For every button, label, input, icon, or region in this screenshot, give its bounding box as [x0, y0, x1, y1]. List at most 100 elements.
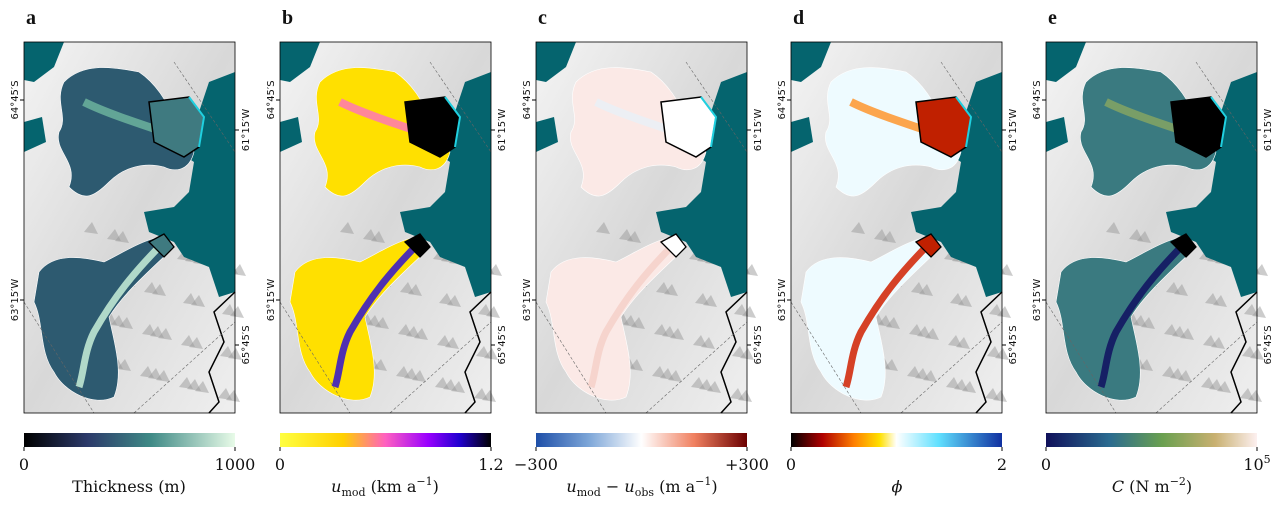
map-panel [790, 41, 1013, 414]
coord-label: 61°15′W [753, 109, 764, 152]
label-part: C [1112, 477, 1124, 496]
sea [144, 72, 235, 297]
coord-label: 65°45′S [241, 325, 252, 364]
label-part: ) [1186, 477, 1192, 496]
tick-part: 10 [1243, 455, 1263, 474]
coast [1230, 291, 1258, 414]
glacier-outlet [914, 233, 942, 258]
ridge [734, 304, 748, 316]
coord-label: 65°45′S [497, 325, 508, 364]
panel-letter: d [793, 7, 804, 29]
colorbar-tick-label: 0 [786, 455, 796, 474]
glacier-outlet [1169, 233, 1197, 258]
ridge [1164, 324, 1178, 336]
ridge [946, 377, 960, 389]
sea [791, 117, 813, 152]
ridge [652, 366, 666, 378]
colorbar-label: ϕ [892, 477, 903, 496]
ridge [84, 222, 98, 234]
colorbar-tick-label: 0 [275, 455, 285, 474]
glacier-outlet [659, 233, 687, 258]
map-panel [23, 41, 246, 414]
label-part: ) [433, 477, 439, 496]
frame [535, 41, 748, 414]
colorbar-tick-label: +300 [725, 455, 769, 474]
ridge [1201, 377, 1215, 389]
ridge [340, 222, 354, 234]
ridge [400, 282, 414, 294]
map-panel [1045, 41, 1268, 414]
ridge [437, 335, 451, 347]
label-part: − [601, 477, 625, 496]
panel-letter: b [282, 7, 293, 29]
ridge [476, 346, 490, 358]
panel-letter: c [538, 7, 547, 29]
ridge [907, 366, 921, 378]
colorbar [1046, 433, 1257, 447]
colorbar-tick-label: −300 [514, 455, 558, 474]
colorbar-label: Thickness (m) [72, 477, 186, 496]
glacier [825, 67, 962, 197]
ridge [179, 377, 193, 389]
front [700, 96, 718, 148]
ridge [1240, 388, 1254, 400]
ridge [693, 335, 707, 347]
colorbar-tick-label: 1000 [215, 455, 256, 474]
ridge [107, 229, 121, 241]
label-part: −1 [416, 475, 432, 488]
frame [23, 41, 236, 414]
ridge [1242, 346, 1256, 358]
label-part: obs [635, 486, 655, 499]
front [955, 96, 973, 148]
coord-label: 63°15′W [777, 279, 788, 322]
ridge [909, 324, 923, 336]
ridge [181, 335, 195, 347]
colorbar-tick-label: 2 [997, 455, 1007, 474]
label-part: u [331, 477, 341, 496]
ridge [911, 282, 925, 294]
glacier-outlet [403, 233, 431, 258]
label-part: (N m [1124, 477, 1170, 496]
panel-letter: a [26, 7, 36, 29]
frame [279, 41, 492, 414]
ridge [1162, 366, 1176, 378]
coord-label: 64°45′S [522, 80, 533, 119]
ridge [1106, 222, 1120, 234]
coord-label: 61°15′W [497, 109, 508, 152]
tick-part: 5 [1264, 453, 1271, 466]
ridge [222, 304, 236, 316]
coord-label: 64°45′S [777, 80, 788, 119]
glacier-flow [1097, 239, 1189, 389]
ridge [985, 388, 999, 400]
sea [280, 117, 302, 152]
boundary [23, 61, 236, 414]
ridge [1129, 229, 1143, 241]
coord-label: 63°15′W [266, 279, 277, 322]
ridge [1205, 293, 1219, 305]
glacier [570, 67, 707, 197]
boundary [279, 61, 492, 414]
coord-label: 64°45′S [266, 80, 277, 119]
sea [536, 117, 558, 152]
sea [1046, 117, 1068, 152]
sea [656, 72, 747, 297]
ridge [948, 335, 962, 347]
colorbar [24, 433, 235, 447]
coord-label: 63°15′W [10, 279, 21, 322]
glacier [314, 67, 451, 197]
coast [975, 291, 1003, 414]
ridge [851, 222, 865, 234]
glacier-flow [331, 239, 423, 389]
ridge [596, 222, 610, 234]
glacier-flow [587, 239, 679, 389]
map-panel [279, 41, 502, 414]
ridge [730, 388, 744, 400]
colorbar-tick-label: 0 [1041, 455, 1051, 474]
coord-label: 61°15′W [1263, 109, 1274, 152]
label-part: u [566, 477, 576, 496]
glacier-outlet [147, 233, 175, 258]
colorbar [791, 433, 1002, 447]
ridge [144, 282, 158, 294]
glacier-flow [75, 239, 167, 389]
frame [790, 41, 1003, 414]
